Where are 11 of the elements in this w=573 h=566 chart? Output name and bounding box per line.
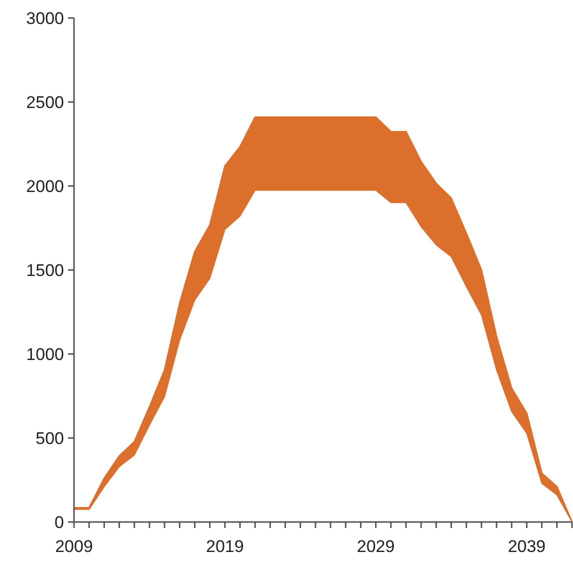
y-tick-label: 1500 — [26, 260, 64, 280]
y-tick-label: 2000 — [26, 176, 64, 196]
y-tick-label: 1000 — [26, 344, 64, 364]
y-tick-label: 0 — [54, 512, 64, 532]
x-tick-label: 2009 — [55, 537, 93, 556]
x-tick-label: 2019 — [206, 537, 244, 556]
x-tick-label: 2039 — [508, 537, 546, 556]
y-tick-label: 3000 — [26, 8, 64, 28]
y-tick-label: 500 — [36, 428, 64, 448]
y-tick-label: 2500 — [26, 92, 64, 112]
x-tick-label: 2029 — [356, 537, 395, 556]
